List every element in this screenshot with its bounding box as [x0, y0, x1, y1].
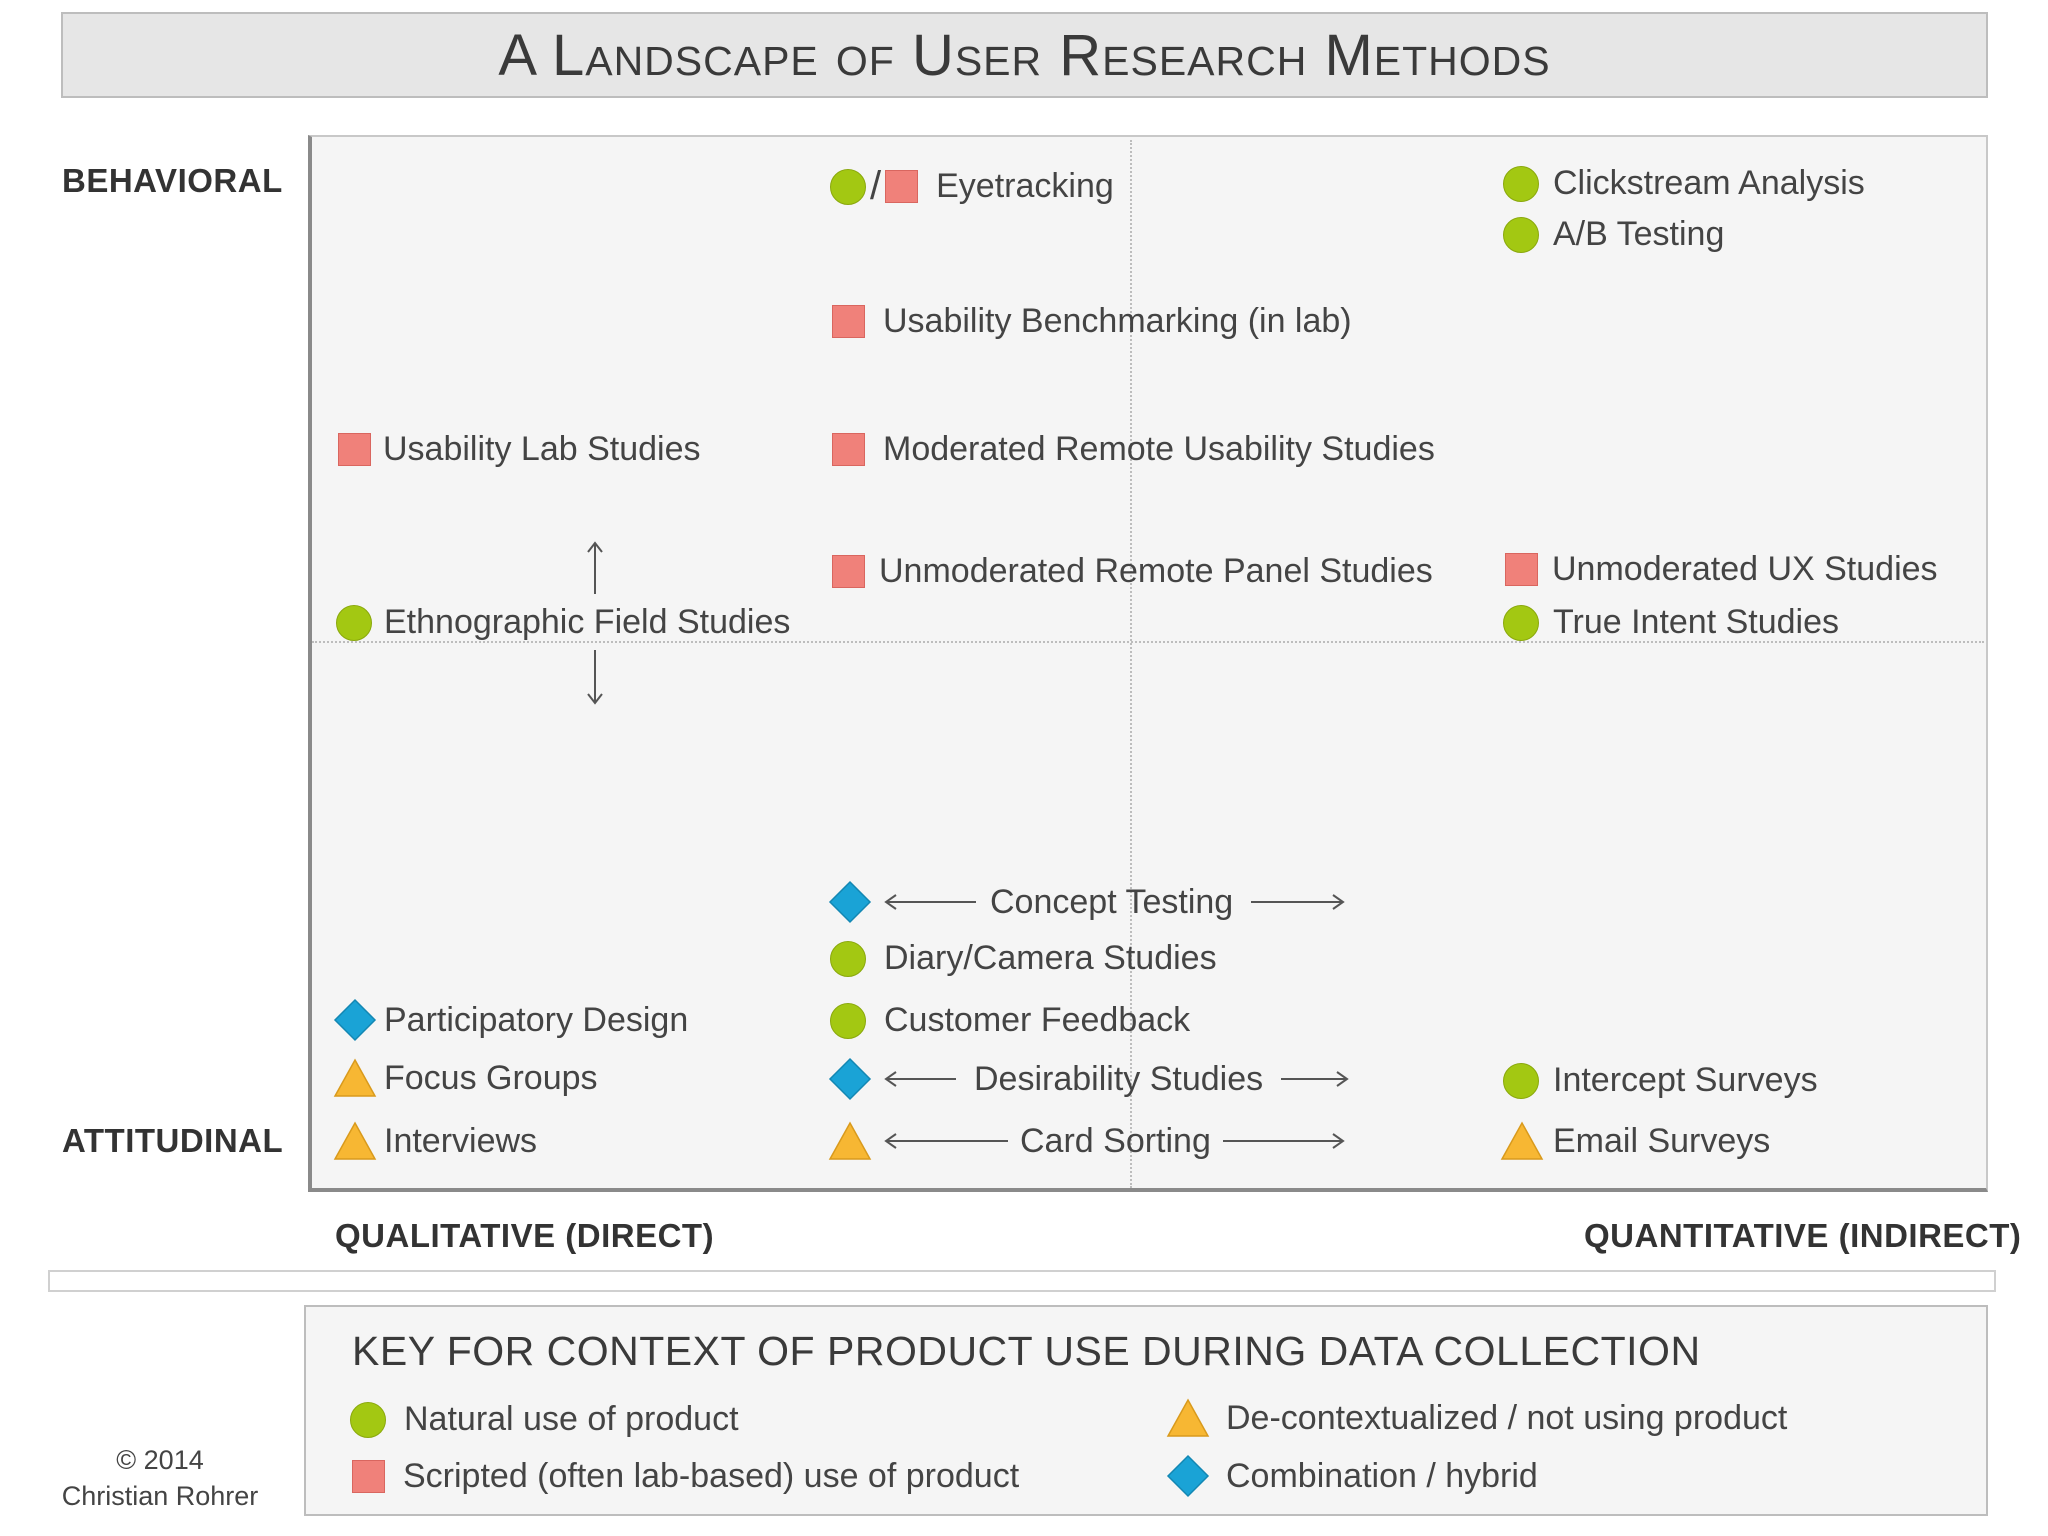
green-circle-icon: [830, 940, 866, 977]
green-circle-icon: [1503, 165, 1539, 202]
blue-diamond-icon: [828, 1057, 872, 1101]
section-separator: [48, 1270, 1996, 1292]
red-square-icon: [832, 305, 865, 338]
method-label: Desirability Studies: [974, 1059, 1264, 1098]
legend-label: Scripted (often lab-based) use of produc…: [403, 1457, 1020, 1495]
slash-divider: /: [870, 164, 882, 208]
blue-diamond-icon: [1166, 1454, 1210, 1498]
red-square-icon: [1505, 553, 1538, 586]
method-customer-feedback: Customer Feedback: [830, 1001, 1190, 1040]
title-banner: A Landscape of User Research Methods: [61, 12, 1988, 98]
copyright-author: Christian Rohrer: [61, 1481, 259, 1511]
method-eyetracking: / Eyetracking: [830, 164, 1114, 209]
green-circle-icon: [336, 604, 372, 641]
blue-diamond-icon: [333, 998, 377, 1042]
landscape-plot-area: [308, 135, 1988, 1192]
green-circle-icon: [830, 1002, 866, 1039]
orange-triangle-icon: [333, 1121, 377, 1160]
method-email-surveys: Email Surveys: [1500, 1121, 1770, 1161]
arrow-left-icon: [884, 1133, 1008, 1149]
method-label: Unmoderated UX Studies: [1552, 550, 1938, 588]
page-title: A Landscape of User Research Methods: [498, 22, 1551, 88]
method-moderated-remote-usability: Moderated Remote Usability Studies: [832, 430, 1435, 469]
arrow-down-icon: [587, 650, 603, 705]
method-unmoderated-remote-panel: Unmoderated Remote Panel Studies: [832, 552, 1433, 591]
method-label: Interviews: [384, 1121, 538, 1160]
method-label: Concept Testing: [990, 882, 1234, 921]
method-label: A/B Testing: [1553, 215, 1725, 253]
method-focus-groups: Focus Groups: [333, 1058, 598, 1098]
method-label: Focus Groups: [384, 1058, 598, 1097]
legend-item-natural: Natural use of product: [350, 1400, 739, 1439]
method-label: Diary/Camera Studies: [884, 939, 1217, 977]
axis-label-attitudinal: ATTITUDINAL: [62, 1122, 284, 1159]
copyright-year: © 2014: [116, 1445, 204, 1475]
orange-triangle-icon: [1500, 1121, 1544, 1160]
green-circle-icon: [1503, 216, 1539, 253]
green-circle-icon: [350, 1401, 386, 1438]
method-label: Unmoderated Remote Panel Studies: [879, 552, 1433, 590]
copyright-notice: © 2014 Christian Rohrer: [40, 1442, 280, 1514]
axis-label-qualitative: QUALITATIVE (DIRECT): [335, 1217, 715, 1254]
red-square-icon: [885, 170, 919, 203]
method-label: Intercept Surveys: [1553, 1061, 1818, 1099]
method-participatory-design: Participatory Design: [333, 998, 688, 1042]
arrow-right-icon: [1281, 1071, 1349, 1087]
method-card-sorting: Card Sorting: [828, 1121, 1345, 1161]
red-square-icon: [832, 555, 865, 588]
method-interviews: Interviews: [333, 1121, 537, 1161]
method-label: Email Surveys: [1553, 1121, 1771, 1160]
arrow-right-icon: [1251, 894, 1345, 910]
method-label: Ethnographic Field Studies: [384, 603, 791, 641]
method-usability-lab-studies: Usability Lab Studies: [338, 430, 701, 469]
method-label: Moderated Remote Usability Studies: [883, 430, 1435, 468]
method-unmoderated-ux: Unmoderated UX Studies: [1505, 550, 1938, 589]
method-label: Usability Lab Studies: [383, 430, 701, 468]
legend-title: KEY FOR CONTEXT OF PRODUCT USE DURING DA…: [352, 1328, 1701, 1374]
method-diary-camera-studies: Diary/Camera Studies: [830, 939, 1217, 978]
legend-label: Combination / hybrid: [1226, 1456, 1538, 1495]
horizontal-divider: [312, 641, 1984, 643]
legend-key-box: [304, 1305, 1988, 1516]
red-square-icon: [832, 433, 865, 466]
legend-item-combination: Combination / hybrid: [1166, 1454, 1538, 1498]
method-concept-testing: Concept Testing: [828, 880, 1345, 924]
legend-item-scripted: Scripted (often lab-based) use of produc…: [352, 1457, 1019, 1496]
method-intercept-surveys: Intercept Surveys: [1503, 1061, 1818, 1100]
method-ab-testing: A/B Testing: [1503, 215, 1724, 254]
method-label: Customer Feedback: [884, 1001, 1191, 1039]
method-label: True Intent Studies: [1553, 603, 1840, 641]
method-clickstream-analysis: Clickstream Analysis: [1503, 164, 1865, 203]
blue-diamond-icon: [828, 880, 872, 924]
arrow-up-icon: [587, 541, 603, 594]
vertical-divider: [1130, 140, 1132, 1188]
arrow-right-icon: [1222, 1133, 1345, 1149]
green-circle-icon: [1503, 1062, 1539, 1099]
arrow-left-icon: [884, 1071, 956, 1087]
red-square-icon: [338, 433, 371, 466]
legend-label: De-contextualized / not using product: [1226, 1398, 1788, 1437]
method-ethnographic-field-studies: Ethnographic Field Studies: [336, 603, 790, 642]
green-circle-icon: [1503, 604, 1539, 641]
green-circle-icon: [830, 168, 866, 205]
arrow-left-icon: [884, 894, 976, 910]
method-true-intent-studies: True Intent Studies: [1503, 603, 1839, 642]
method-label: Eyetracking: [936, 167, 1114, 205]
orange-triangle-icon: [1166, 1398, 1210, 1437]
legend-item-decontextualized: De-contextualized / not using product: [1166, 1398, 1787, 1438]
red-square-icon: [352, 1460, 385, 1493]
method-label: Card Sorting: [1020, 1121, 1211, 1160]
orange-triangle-icon: [828, 1121, 872, 1160]
method-label: Usability Benchmarking (in lab): [883, 302, 1352, 340]
orange-triangle-icon: [333, 1058, 377, 1097]
legend-label: Natural use of product: [404, 1400, 739, 1438]
method-label: Clickstream Analysis: [1553, 164, 1865, 202]
method-label: Participatory Design: [384, 1000, 689, 1039]
method-usability-benchmarking: Usability Benchmarking (in lab): [832, 302, 1352, 341]
axis-label-quantitative: QUANTITATIVE (INDIRECT): [1584, 1217, 2022, 1254]
axis-label-behavioral: BEHAVIORAL: [62, 162, 283, 199]
method-desirability-studies: Desirability Studies: [828, 1057, 1349, 1101]
